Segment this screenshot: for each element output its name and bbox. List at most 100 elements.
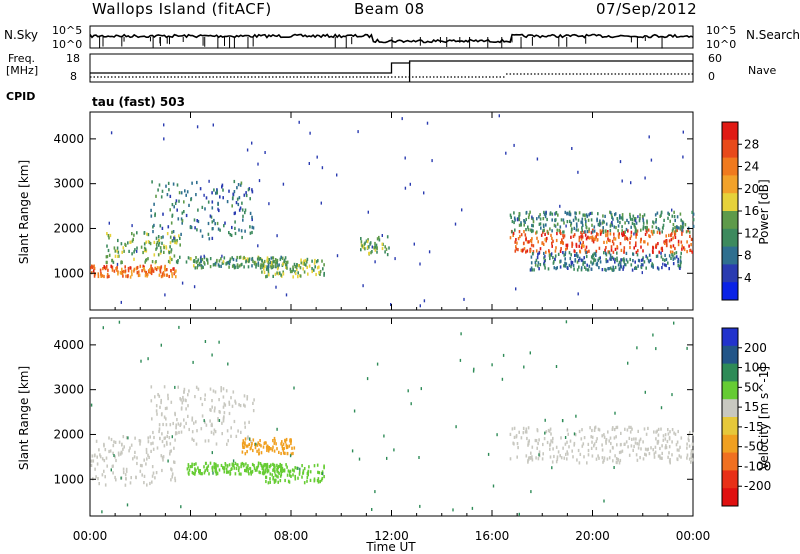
power-cell [645, 225, 647, 230]
power-cell [578, 258, 580, 263]
velocity-cell [250, 472, 252, 476]
power-cell [151, 269, 154, 273]
power-cell [181, 221, 183, 225]
power-noise-cell [164, 293, 166, 297]
velocity-cell [282, 442, 285, 446]
power-cell [578, 265, 580, 269]
power-cell [626, 218, 628, 222]
power-cell [217, 263, 220, 267]
velocity-cell [146, 457, 148, 461]
power-cell [581, 223, 584, 227]
power-cell [569, 213, 572, 217]
velocity-cell [112, 471, 114, 475]
power-cell [133, 233, 135, 237]
velocity-cell [657, 433, 660, 437]
power-cell [244, 229, 246, 233]
power-cell [292, 275, 294, 279]
velocity-ylabel: Slant Range [km] [17, 366, 31, 470]
power-cell [537, 264, 539, 268]
velocity-noise-cell [419, 504, 421, 508]
power-noise-cell [498, 114, 500, 118]
power-cell [629, 217, 632, 221]
power-cell [360, 240, 363, 244]
power-cell [259, 257, 262, 261]
velocity-noise-cell [101, 510, 103, 514]
power-cell [674, 229, 677, 233]
velocity-cell [244, 468, 246, 473]
velocity-noise-cell [90, 403, 93, 407]
power-cell [211, 236, 214, 240]
power-cell [254, 260, 256, 264]
velocity-cell [665, 444, 667, 448]
power-cell [525, 210, 528, 215]
velocity-cell [302, 471, 304, 475]
colorbar-segment [722, 399, 738, 418]
velocity-cell [246, 444, 249, 448]
power-cell [602, 214, 604, 218]
x-tick-label: 12:00 [374, 529, 409, 543]
power-cell [659, 231, 661, 235]
velocity-cell [174, 479, 177, 483]
velocity-cell [158, 427, 161, 431]
power-cell [175, 260, 178, 264]
power-cell [197, 264, 199, 268]
velocity-cell [195, 420, 197, 424]
colorbar-tick-label: -200 [744, 479, 771, 493]
power-cell [148, 269, 150, 273]
power-cell [624, 263, 627, 267]
velocity-cell [280, 465, 283, 469]
velocity-cell [286, 445, 289, 449]
power-cell [239, 206, 242, 210]
power-cell [158, 241, 161, 245]
velocity-cell [211, 422, 213, 426]
velocity-cell [128, 449, 130, 453]
power-cell [194, 226, 196, 230]
velocity-cell [240, 462, 243, 466]
velocity-cell [321, 470, 324, 474]
velocity-cell [150, 449, 152, 453]
power-cell [235, 258, 238, 262]
velocity-cell [159, 405, 161, 409]
velocity-cell [566, 450, 568, 454]
velocity-cell [200, 472, 202, 476]
velocity-cell [612, 459, 614, 463]
power-cell [642, 249, 644, 253]
power-cell [585, 213, 588, 217]
velocity-cell [170, 467, 172, 471]
power-cell [564, 210, 567, 214]
power-cell [229, 233, 232, 237]
power-cell [648, 253, 651, 257]
power-cell [160, 195, 163, 199]
velocity-cell [555, 460, 558, 464]
power-cell [209, 214, 212, 218]
power-cell [315, 272, 317, 277]
velocity-cell [147, 436, 149, 440]
power-cell [128, 249, 130, 253]
power-cell [174, 237, 176, 241]
y-tick-label: 4000 [53, 132, 84, 146]
power-cell [609, 266, 612, 270]
velocity-cell [691, 450, 694, 454]
velocity-cell [633, 444, 635, 449]
power-cell [651, 225, 654, 229]
velocity-cell [281, 467, 284, 471]
power-noise-cell [257, 244, 259, 248]
velocity-cell [170, 478, 172, 482]
power-cell [281, 256, 284, 260]
power-cell [371, 250, 373, 254]
velocity-cell [280, 442, 282, 446]
power-cell [527, 215, 530, 220]
velocity-cell [257, 461, 260, 465]
power-cell [553, 223, 556, 227]
freq-tick-bottom: 8 [70, 70, 77, 83]
power-cell [214, 261, 217, 265]
power-cell [562, 241, 564, 245]
power-cell [183, 210, 185, 214]
power-noise-cell [637, 215, 639, 219]
power-noise-cell [545, 210, 547, 214]
velocity-cell [122, 435, 125, 439]
power-cell [175, 275, 177, 279]
power-cell [617, 263, 620, 267]
velocity-cell [163, 415, 166, 419]
power-cell [605, 234, 607, 238]
